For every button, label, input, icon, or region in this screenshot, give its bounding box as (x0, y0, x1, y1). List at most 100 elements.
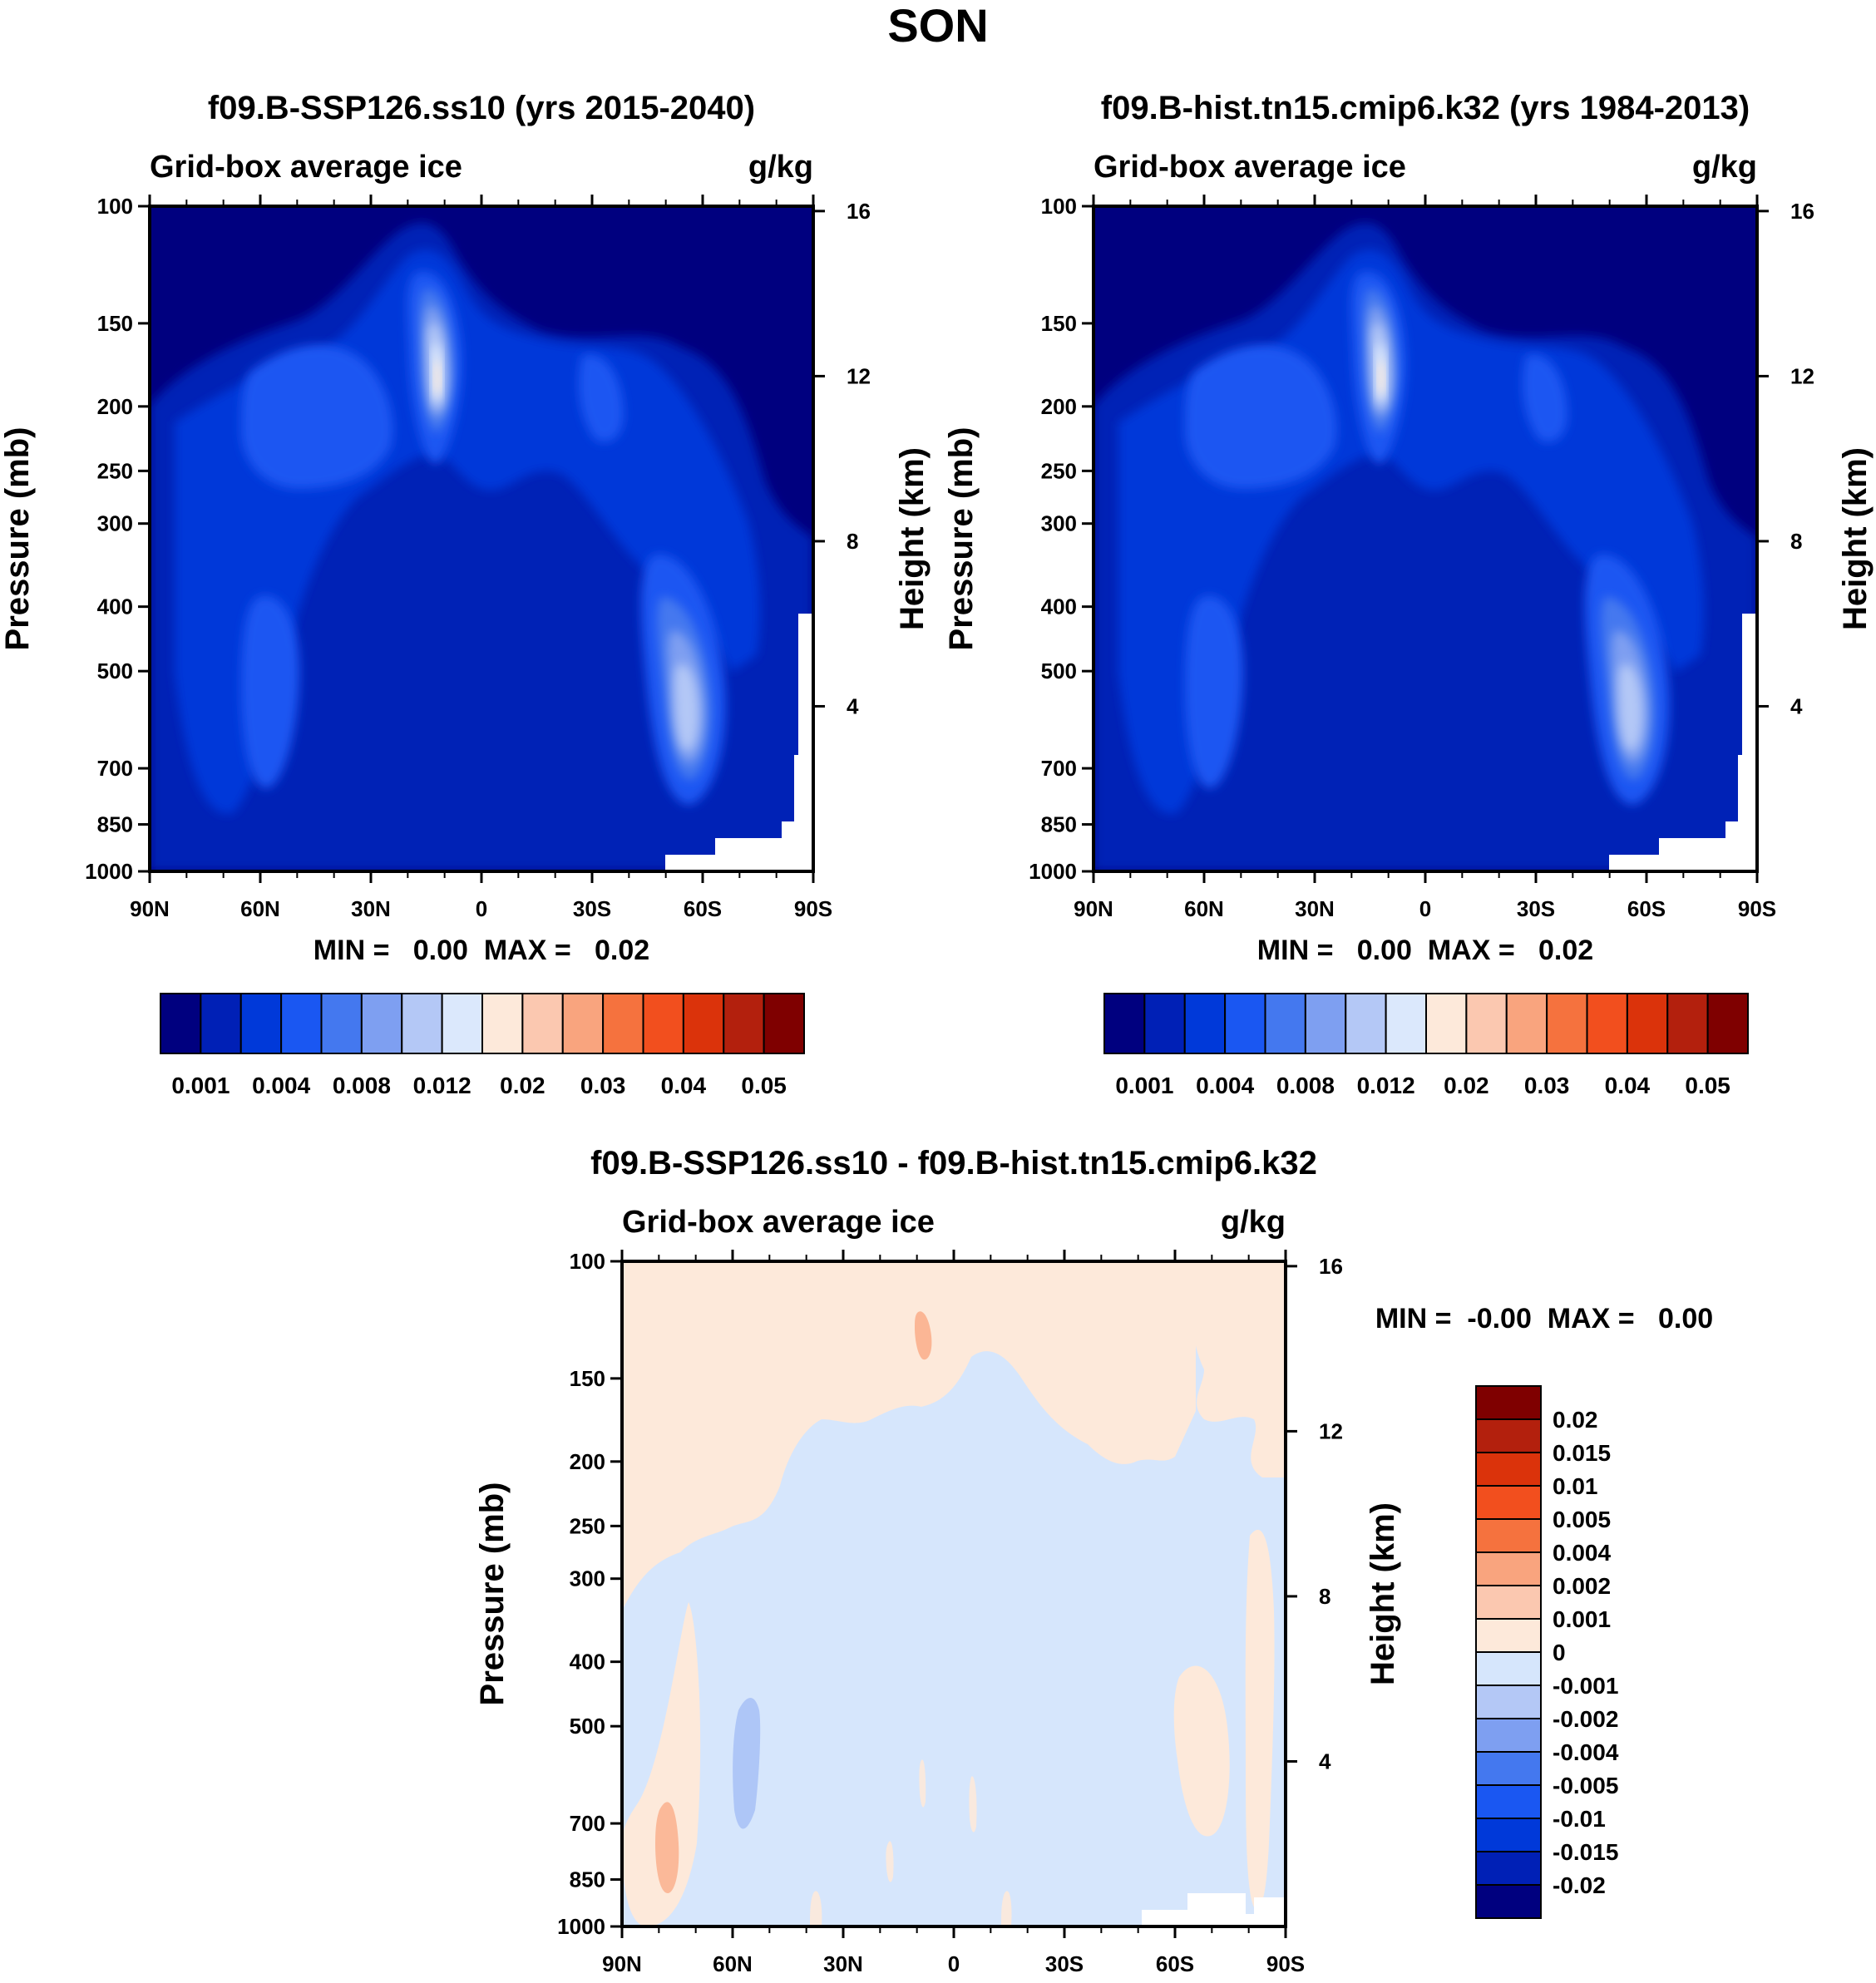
colorbar-label: 0.05 (741, 1073, 787, 1098)
colorbar-label: 0.03 (1524, 1073, 1570, 1098)
xtick-label: 90S (1738, 896, 1776, 921)
xtick-label: 30N (351, 896, 391, 921)
xtick-label: 0 (1419, 896, 1431, 921)
panel-diff-colorbar: 0.02 0.015 0.01 0.005 0.004 0.002 0.001 0 -0.001… (1475, 1385, 1619, 1919)
colorbar-label: 0.005 (1553, 1507, 1611, 1532)
colorbar-swatch (1546, 993, 1588, 1054)
panel-diff-title: f09.B-SSP126.ss10 - f09.B-hist.tn15.cmip… (590, 1145, 1317, 1181)
ytick-label: 400 (97, 594, 133, 619)
ytick-label: 300 (97, 511, 133, 536)
colorbar-swatch (763, 993, 805, 1054)
colorbar-swatch (1103, 993, 1146, 1054)
figure-title: SON (887, 0, 988, 52)
colorbar-swatch (160, 993, 202, 1054)
panel-diff-minmax: MIN = -0.00 MAX = 0.00 (1375, 1303, 1713, 1334)
panel-right-subtitle-left: Grid-box average ice (1094, 150, 1406, 185)
colorbar-swatch (1626, 993, 1669, 1054)
colorbar-swatch (1586, 993, 1628, 1054)
panel-left-subtitle-right: g/kg (748, 150, 813, 185)
colorbar-swatch (1505, 993, 1548, 1054)
ytick-label: 100 (97, 194, 133, 219)
colorbar-label: 0.001 (171, 1073, 230, 1098)
colorbar-swatch (1425, 993, 1468, 1054)
ytick-label: 700 (97, 756, 133, 781)
colorbar-swatch (1475, 1518, 1542, 1553)
ytick-label: 150 (1041, 311, 1077, 336)
colorbar-swatch (1224, 993, 1266, 1054)
colorbar-swatch (239, 993, 283, 1054)
colorbar-swatch (1475, 1585, 1542, 1620)
colorbar-swatch (320, 993, 363, 1054)
colorbar-label: 0.04 (661, 1073, 707, 1098)
colorbar-label: 0.002 (1553, 1573, 1611, 1599)
colorbar-label: -0.004 (1553, 1739, 1619, 1765)
colorbar-swatch (1385, 993, 1427, 1054)
colorbar-swatch (1475, 1685, 1542, 1719)
ytick-label: 1000 (85, 859, 133, 884)
colorbar-swatch (1475, 1851, 1542, 1886)
colorbar-swatch (1475, 1818, 1542, 1852)
panel-diff-ylabel-right: Height (km) (1365, 1502, 1401, 1685)
colorbar-swatch (521, 993, 564, 1054)
height-tick-label: 4 (1319, 1749, 1331, 1773)
xtick-label: 90S (794, 896, 832, 921)
ytick-label: 1000 (557, 1914, 605, 1939)
xtick-label: 60N (240, 896, 280, 921)
ytick-label: 850 (570, 1867, 605, 1892)
colorbar-swatch (1475, 1385, 1542, 1420)
colorbar-swatch (1666, 993, 1709, 1054)
panel-right-title: f09.B-hist.tn15.cmip6.k32 (yrs 1984-2013… (1101, 90, 1750, 126)
colorbar-label: 0.008 (1276, 1073, 1335, 1098)
diff-level-pos-northband (622, 1602, 701, 1926)
ytick-label: 850 (1041, 812, 1077, 837)
colorbar-label: 0.02 (1553, 1407, 1598, 1433)
panel-left-colorbar: 0.001 0.004 0.008 0.012 0.02 0.03 0.04 0.05 (160, 993, 805, 1098)
colorbar-swatch (1143, 993, 1186, 1054)
colorbar-label: 0.012 (1357, 1073, 1415, 1098)
height-tick-label: 4 (847, 693, 859, 718)
panel-left-axes: 100 150 200 250 300 400 500 700 850 1000 16 12 8 4 90N… (85, 194, 871, 921)
xtick-label: 60S (1156, 1951, 1194, 1976)
ytick-label: 100 (1041, 194, 1077, 219)
xtick-label: 90N (602, 1951, 642, 1976)
xtick-label: 60N (713, 1951, 753, 1976)
ytick-label: 500 (97, 659, 133, 683)
panel-left: f09.B-SSP126.ss10 (yrs 2015-2040) Grid-b… (0, 90, 931, 1098)
panel-left-minmax: MIN = 0.00 MAX = 0.02 (313, 935, 649, 966)
colorbar-swatch (1475, 1884, 1542, 1919)
panel-diff-subtitle-left: Grid-box average ice (622, 1205, 935, 1240)
colorbar-label: 0.05 (1685, 1073, 1730, 1098)
height-tick-label: 16 (847, 199, 871, 224)
colorbar-label: 0.015 (1553, 1440, 1611, 1466)
colorbar-label: -0.001 (1553, 1673, 1618, 1699)
ytick-label: 250 (570, 1513, 605, 1538)
colorbar-swatch (723, 993, 765, 1054)
colorbar-swatch (1304, 993, 1347, 1054)
diff-level-pos-south700 (1173, 1665, 1230, 1837)
ytick-label: 500 (570, 1714, 605, 1739)
diff-level-pos-southpole (1245, 1529, 1275, 1910)
colorbar-swatch (1264, 993, 1306, 1054)
ytick-label: 1000 (1029, 859, 1077, 884)
colorbar-label: 0.01 (1553, 1473, 1598, 1499)
panel-right-colorbar: 0.001 0.004 0.008 0.012 0.02 0.03 0.04 0.05 (1103, 993, 1749, 1098)
colorbar-label: 0.008 (333, 1073, 391, 1098)
colorbar-label: -0.015 (1553, 1839, 1618, 1865)
height-tick-label: 12 (1319, 1418, 1343, 1443)
panel-right-ylabel: Pressure (mb) (943, 427, 980, 651)
xtick-label: 30S (573, 896, 611, 921)
panel-diff-field (622, 1261, 1286, 1926)
colorbar-swatch (401, 993, 443, 1054)
colorbar-label: 0.004 (1196, 1073, 1254, 1098)
xtick-label: 0 (948, 1951, 960, 1976)
colorbar-label: -0.005 (1553, 1773, 1618, 1798)
height-tick-label: 12 (847, 363, 871, 388)
panel-right-field (1094, 206, 1757, 871)
ytick-label: 700 (1041, 756, 1077, 781)
ytick-label: 850 (97, 812, 133, 837)
panel-left-title: f09.B-SSP126.ss10 (yrs 2015-2040) (208, 90, 755, 126)
colorbar-swatch (1345, 993, 1387, 1054)
colorbar-label: 0.001 (1115, 1073, 1173, 1098)
colorbar-swatch (642, 993, 684, 1054)
colorbar-label: 0.02 (500, 1073, 546, 1098)
